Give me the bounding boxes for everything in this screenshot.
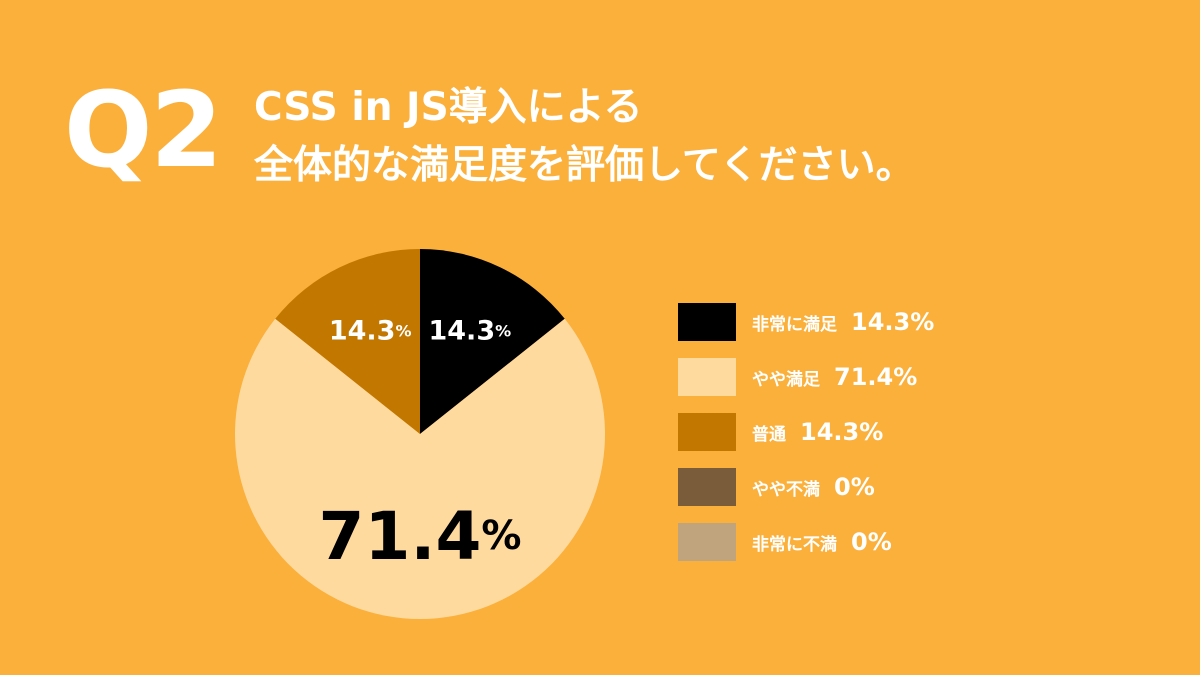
legend-value-very-dissatisfied: 0%: [851, 528, 892, 556]
legend-label-very-satisfied: 非常に満足: [752, 314, 837, 335]
legend-swatch-neutral: [678, 413, 736, 451]
chart-legend: 非常に満足 14.3% やや満足 71.4% 普通 14.3% やや不満 0% …: [678, 300, 934, 575]
legend-swatch-very-satisfied: [678, 303, 736, 341]
question-title-line-2: 全体的な満足度を評価してください。: [254, 143, 915, 188]
legend-item-somewhat-dissatisfied: やや不満 0%: [678, 465, 934, 509]
legend-label-somewhat-dissatisfied: やや不満: [752, 479, 820, 500]
legend-value-neutral: 14.3%: [800, 418, 884, 446]
legend-item-very-dissatisfied: 非常に不満 0%: [678, 520, 934, 564]
legend-item-somewhat-satisfied: やや満足 71.4%: [678, 355, 934, 399]
pie-label-neutral: 14.3%: [329, 315, 412, 346]
legend-value-somewhat-dissatisfied: 0%: [834, 473, 875, 501]
pie-label-very-satisfied: 14.3%: [428, 315, 511, 346]
legend-item-very-satisfied: 非常に満足 14.3%: [678, 300, 934, 344]
legend-item-neutral: 普通 14.3%: [678, 410, 934, 454]
pie-slice-very-satisfied: [420, 249, 565, 434]
legend-value-somewhat-satisfied: 71.4%: [834, 363, 918, 391]
legend-swatch-somewhat-dissatisfied: [678, 468, 736, 506]
legend-label-somewhat-satisfied: やや満足: [752, 369, 820, 390]
satisfaction-pie-chart: 14.3% 71.4% 14.3%: [235, 249, 606, 619]
pie-label-somewhat-satisfied: 71.4%: [319, 497, 522, 574]
legend-swatch-somewhat-satisfied: [678, 358, 736, 396]
legend-label-very-dissatisfied: 非常に不満: [752, 534, 837, 555]
question-title-line-1: CSS in JS導入による: [254, 85, 643, 130]
legend-swatch-very-dissatisfied: [678, 523, 736, 561]
pie-slice-somewhat-satisfied: [235, 318, 606, 619]
legend-label-neutral: 普通: [752, 424, 786, 445]
pie-slice-neutral: [275, 249, 420, 434]
question-number: Q2: [64, 69, 223, 191]
legend-value-very-satisfied: 14.3%: [851, 308, 935, 336]
